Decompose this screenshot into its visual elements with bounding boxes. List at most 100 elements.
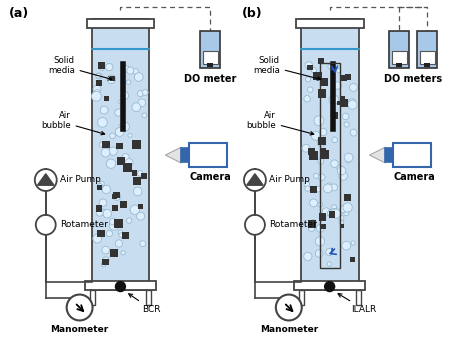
Circle shape [130,205,139,214]
Bar [90,290,94,305]
Bar [102,141,110,149]
Bar [424,63,430,67]
Circle shape [102,257,109,264]
Circle shape [96,73,101,78]
Circle shape [127,218,132,223]
Bar [91,19,149,290]
Circle shape [327,262,331,266]
Circle shape [339,171,347,180]
Circle shape [125,159,133,167]
Bar [116,143,123,149]
Circle shape [328,210,334,216]
Bar [189,143,227,167]
Circle shape [109,147,117,155]
Bar [417,30,437,68]
Circle shape [93,85,101,93]
Circle shape [133,187,142,196]
Circle shape [35,169,57,191]
Circle shape [348,100,357,109]
Text: Manometer: Manometer [260,325,318,334]
Circle shape [106,63,113,71]
Bar [318,89,326,98]
Bar [331,112,338,119]
Text: Solid
media: Solid media [253,56,321,80]
Circle shape [314,173,319,178]
Circle shape [137,91,144,97]
Circle shape [332,137,337,142]
Circle shape [132,103,141,112]
Circle shape [342,241,351,250]
Circle shape [304,96,310,102]
Bar [341,96,346,101]
Circle shape [94,90,100,95]
Circle shape [119,123,127,131]
Circle shape [331,160,338,168]
Circle shape [276,295,302,320]
Bar [396,63,402,67]
Text: Manometer: Manometer [51,325,109,334]
Text: Camera: Camera [189,172,231,182]
Circle shape [106,159,116,168]
Circle shape [346,159,350,163]
Bar [308,220,316,228]
Circle shape [344,122,349,127]
Circle shape [102,185,110,194]
Text: (b): (b) [242,7,263,20]
Circle shape [142,90,148,95]
Circle shape [329,95,338,104]
Bar [146,290,151,305]
Bar [392,51,407,64]
Circle shape [142,113,147,118]
Circle shape [319,129,327,136]
Bar [393,143,431,167]
Bar [181,148,189,162]
Circle shape [318,202,323,207]
Circle shape [306,77,310,82]
Circle shape [97,184,103,189]
Text: ILALR: ILALR [338,294,377,314]
Circle shape [310,199,318,207]
Bar [320,150,328,159]
Circle shape [350,129,357,136]
Bar [117,156,126,165]
Circle shape [101,262,106,267]
Circle shape [100,106,108,114]
Circle shape [120,122,129,131]
Text: Rotameter: Rotameter [60,220,108,229]
Bar [321,224,326,229]
Circle shape [342,113,349,120]
Bar [310,186,317,193]
Bar [319,63,340,268]
Circle shape [315,186,321,192]
Bar [207,63,213,67]
Bar [122,232,129,239]
Circle shape [337,68,341,73]
Circle shape [319,135,324,140]
Circle shape [318,158,324,164]
Circle shape [322,208,330,216]
Circle shape [99,199,107,207]
Bar [301,19,358,290]
Circle shape [100,182,104,186]
Circle shape [344,211,349,216]
Circle shape [102,246,109,254]
Bar [308,147,315,155]
Text: Air Pump: Air Pump [60,175,100,184]
Circle shape [126,80,131,84]
Bar [319,213,327,221]
Circle shape [327,183,332,188]
Circle shape [106,230,112,237]
Circle shape [113,193,121,200]
Circle shape [351,241,355,245]
Circle shape [311,68,317,73]
Bar [296,19,364,28]
Circle shape [123,66,130,72]
Bar [341,75,347,81]
Bar [390,30,410,68]
Circle shape [338,215,344,221]
Bar [420,51,435,64]
Bar [337,101,342,105]
Bar [113,192,120,198]
Circle shape [135,73,143,81]
Bar [112,205,118,211]
